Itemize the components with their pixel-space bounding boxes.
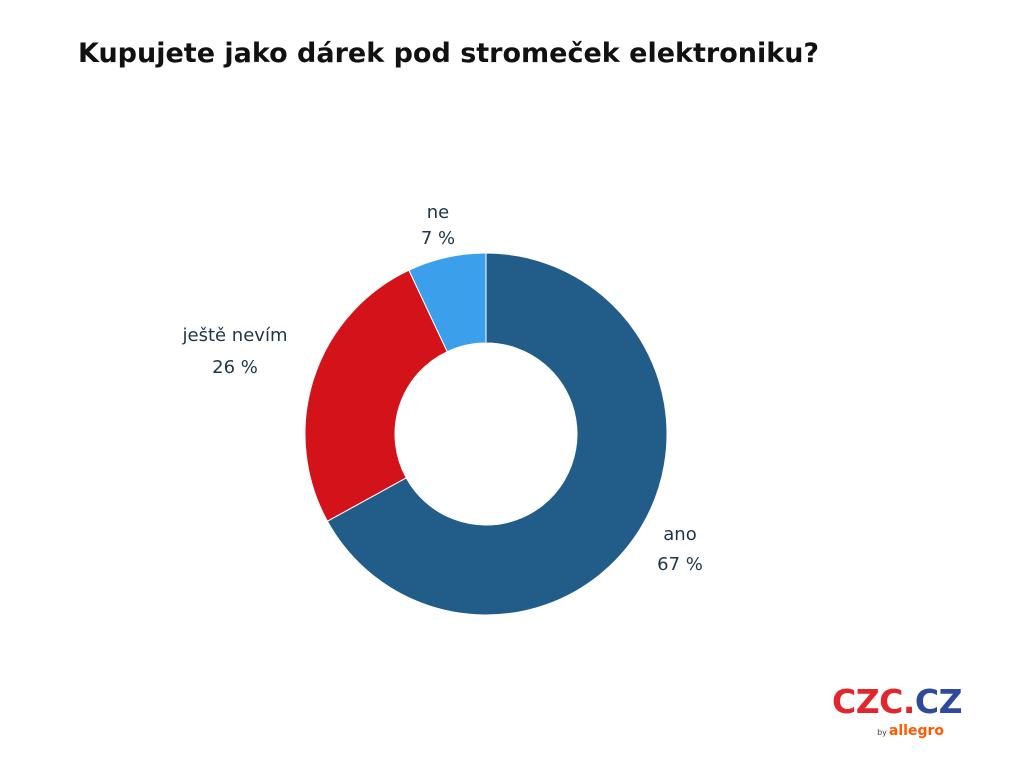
slice-labels: ano 67 % ještě nevím 26 % ne 7 % <box>182 202 703 575</box>
logo-subline: by allegro <box>877 720 944 739</box>
label-jeste-nevim-value: 26 % <box>212 357 258 378</box>
slice-jeste-nevim <box>304 269 448 522</box>
label-ne-value: 7 % <box>421 228 455 249</box>
label-ano-value: 67 % <box>657 554 703 575</box>
slice-ne <box>408 252 487 353</box>
logo-by: by <box>877 728 887 737</box>
logo-czc: CZC <box>832 682 903 721</box>
logo-wordmark: CZC.CZ <box>832 682 963 721</box>
label-ano-name: ano <box>663 524 696 545</box>
chart-title: Kupujete jako dárek pod stromeček elektr… <box>78 38 820 69</box>
slice-ano <box>326 252 668 616</box>
czc-logo: CZC.CZ by allegro <box>832 682 963 740</box>
logo-dot: . <box>902 682 916 721</box>
logo-cz: CZ <box>914 682 963 721</box>
label-jeste-nevim-name: ještě nevím <box>182 325 288 346</box>
logo-allegro: allegro <box>888 723 944 739</box>
donut-slices <box>304 252 668 616</box>
label-ne-name: ne <box>427 202 449 223</box>
